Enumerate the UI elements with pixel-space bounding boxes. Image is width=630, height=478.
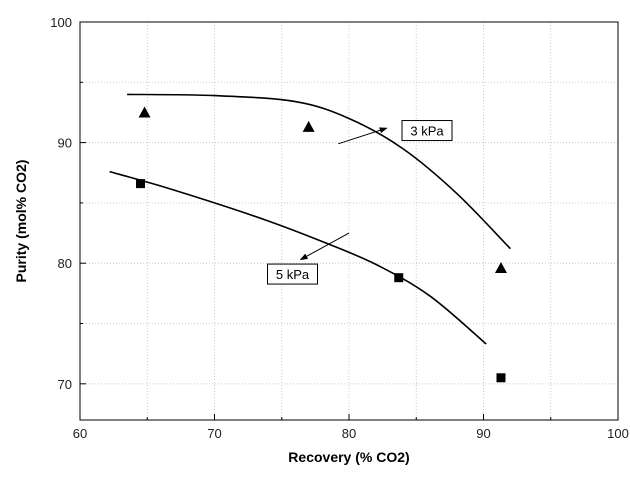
annotation-box — [401, 120, 453, 142]
x-tick-label: 70 — [207, 426, 221, 441]
annotation-label: 5 kPa — [267, 263, 319, 285]
annotations: 3 kPa 5 kPa — [267, 120, 453, 285]
data-point-square — [136, 179, 146, 189]
y-tick-label: 90 — [58, 136, 72, 151]
annotation-text: 3 kPa — [410, 124, 444, 139]
data-point-square — [496, 373, 506, 383]
axis-ticks: 60 70 80 90 100 70 80 90 100 — [50, 15, 629, 441]
data-markers — [136, 106, 507, 383]
y-tick-label: 100 — [50, 15, 72, 30]
x-tick-label: 90 — [476, 426, 490, 441]
annotation-label: 3 kPa — [401, 120, 453, 142]
y-tick-label: 70 — [58, 377, 72, 392]
data-point-square — [394, 273, 404, 283]
y-axis-title: Purity (mol% CO2) — [13, 160, 29, 283]
grid — [80, 22, 618, 420]
fit-curves — [109, 93, 511, 345]
annotation-text: 5 kPa — [276, 267, 310, 282]
data-point-triangle — [302, 120, 315, 132]
data-point-triangle — [138, 106, 151, 118]
annotation-box — [267, 263, 319, 285]
fit-curve-triangle — [127, 93, 511, 250]
annotation-arrow — [299, 232, 350, 261]
x-axis-title: Recovery (% CO2) — [288, 449, 409, 465]
annotation-arrow — [338, 127, 388, 145]
x-tick-label: 80 — [342, 426, 356, 441]
data-point-triangle — [494, 262, 507, 274]
fit-curve-square — [109, 170, 487, 345]
y-tick-label: 80 — [58, 256, 72, 271]
x-tick-label: 60 — [73, 426, 87, 441]
x-tick-label: 100 — [607, 426, 629, 441]
